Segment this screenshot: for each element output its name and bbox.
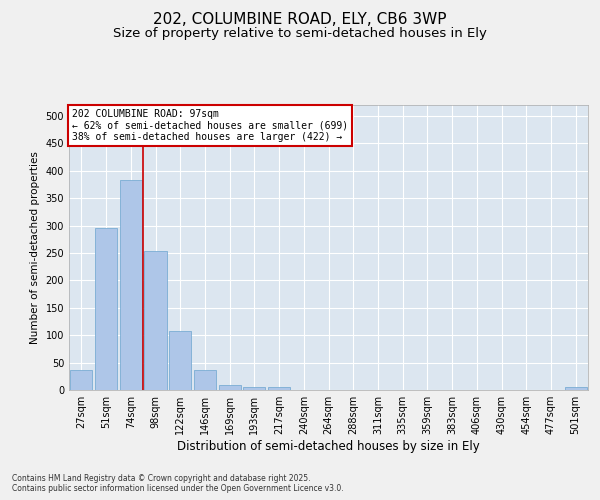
Bar <box>268 388 290 390</box>
Text: Size of property relative to semi-detached houses in Ely: Size of property relative to semi-detach… <box>113 28 487 40</box>
Bar <box>145 252 167 390</box>
Bar <box>218 384 241 390</box>
Text: 202 COLUMBINE ROAD: 97sqm
← 62% of semi-detached houses are smaller (699)
38% of: 202 COLUMBINE ROAD: 97sqm ← 62% of semi-… <box>71 110 348 142</box>
Bar <box>565 388 587 390</box>
Bar <box>119 180 142 390</box>
Bar <box>70 370 92 390</box>
Text: Contains HM Land Registry data © Crown copyright and database right 2025.: Contains HM Land Registry data © Crown c… <box>12 474 311 483</box>
Text: 202, COLUMBINE ROAD, ELY, CB6 3WP: 202, COLUMBINE ROAD, ELY, CB6 3WP <box>153 12 447 28</box>
Bar <box>243 386 265 390</box>
X-axis label: Distribution of semi-detached houses by size in Ely: Distribution of semi-detached houses by … <box>177 440 480 453</box>
Text: Contains public sector information licensed under the Open Government Licence v3: Contains public sector information licen… <box>12 484 344 493</box>
Bar <box>95 228 117 390</box>
Bar <box>194 370 216 390</box>
Y-axis label: Number of semi-detached properties: Number of semi-detached properties <box>30 151 40 344</box>
Bar <box>169 331 191 390</box>
